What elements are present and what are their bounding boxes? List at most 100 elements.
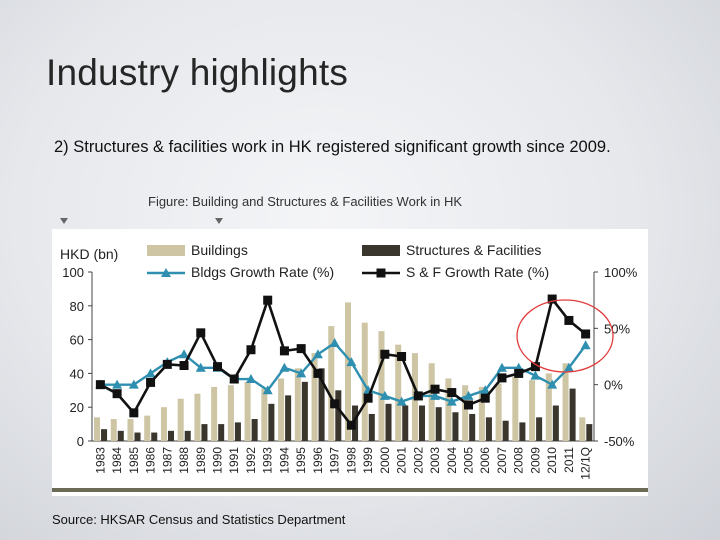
x-tick-label: 2001 bbox=[395, 447, 409, 474]
bar-buildings bbox=[177, 398, 184, 441]
right-tick-label: 100% bbox=[604, 265, 638, 280]
slide-subtitle: 2) Structures & facilities work in HK re… bbox=[54, 138, 611, 156]
pin-mark-left bbox=[60, 218, 68, 224]
bar-structures-facilities bbox=[452, 412, 459, 441]
bar-structures-facilities bbox=[268, 403, 275, 441]
x-tick-label: 1984 bbox=[110, 447, 124, 474]
legend-label: S & F Growth Rate (%) bbox=[406, 264, 549, 280]
x-tick-label: 2009 bbox=[528, 447, 542, 474]
x-tick-label: 1985 bbox=[127, 447, 141, 474]
point-bldgs-growth bbox=[312, 349, 323, 359]
point-bldgs-growth bbox=[396, 396, 407, 406]
point-bldgs-growth bbox=[547, 379, 558, 389]
left-tick-label: 80 bbox=[70, 299, 84, 314]
point-sf-growth bbox=[380, 349, 390, 359]
left-tick-label: 60 bbox=[70, 333, 84, 348]
bar-buildings bbox=[160, 407, 167, 441]
point-bldgs-growth bbox=[145, 368, 156, 378]
point-sf-growth bbox=[530, 362, 540, 372]
left-tick-label: 100 bbox=[62, 265, 84, 280]
point-bldgs-growth bbox=[179, 349, 190, 359]
bar-structures-facilities bbox=[502, 420, 509, 441]
bar-buildings bbox=[495, 383, 502, 441]
point-sf-growth bbox=[330, 399, 340, 409]
point-sf-growth bbox=[547, 294, 557, 304]
bar-structures-facilities bbox=[234, 422, 241, 441]
bar-buildings bbox=[579, 417, 586, 441]
point-bldgs-growth bbox=[128, 379, 139, 389]
point-bldgs-growth bbox=[112, 379, 123, 389]
bar-structures-facilities bbox=[586, 424, 593, 441]
bar-structures-facilities bbox=[251, 419, 258, 441]
left-axis-label: HKD (bn) bbox=[60, 246, 118, 262]
x-tick-label: 1996 bbox=[311, 447, 325, 474]
bar-structures-facilities bbox=[552, 405, 559, 441]
bar-buildings bbox=[529, 380, 536, 441]
point-bldgs-growth bbox=[329, 337, 340, 347]
x-tick-label: 2007 bbox=[495, 447, 509, 474]
x-tick-label: 1989 bbox=[194, 447, 208, 474]
bar-structures-facilities bbox=[435, 407, 442, 441]
point-sf-growth bbox=[146, 377, 156, 387]
x-tick-label: 2003 bbox=[428, 447, 442, 474]
point-bldgs-growth bbox=[563, 362, 574, 372]
point-sf-growth bbox=[480, 393, 490, 403]
bar-structures-facilities bbox=[117, 430, 124, 441]
bar-structures-facilities bbox=[335, 390, 342, 441]
x-tick-label: 1997 bbox=[328, 447, 342, 474]
point-sf-growth bbox=[279, 346, 289, 356]
x-tick-label: 2008 bbox=[512, 447, 526, 474]
right-tick-label: -50% bbox=[604, 434, 635, 449]
right-tick-label: 0% bbox=[604, 378, 623, 393]
point-bldgs-growth bbox=[430, 390, 441, 400]
bar-buildings bbox=[227, 385, 234, 441]
x-tick-label: 1986 bbox=[144, 447, 158, 474]
bar-buildings bbox=[211, 386, 218, 441]
point-sf-growth bbox=[95, 380, 105, 390]
left-tick-label: 20 bbox=[70, 400, 84, 415]
x-tick-label: 1999 bbox=[361, 447, 375, 474]
bar-buildings bbox=[562, 363, 569, 441]
bar-buildings bbox=[378, 331, 385, 441]
left-tick-label: 40 bbox=[70, 366, 84, 381]
point-sf-growth bbox=[413, 391, 423, 401]
bar-buildings bbox=[462, 385, 469, 441]
bar-structures-facilities bbox=[418, 405, 425, 441]
point-sf-growth bbox=[112, 389, 122, 399]
bar-buildings bbox=[545, 373, 552, 441]
legend-label: Bldgs Growth Rate (%) bbox=[191, 264, 334, 280]
bar-buildings bbox=[244, 381, 251, 441]
point-sf-growth bbox=[497, 373, 507, 383]
point-sf-growth bbox=[179, 361, 189, 371]
pin-mark-right bbox=[215, 218, 223, 224]
x-tick-label: 12/1Q bbox=[579, 447, 593, 480]
bar-buildings bbox=[127, 419, 134, 441]
bar-structures-facilities bbox=[134, 432, 141, 441]
bar-buildings bbox=[478, 386, 485, 441]
point-sf-growth bbox=[397, 352, 407, 361]
point-bldgs-growth bbox=[463, 390, 474, 400]
bar-buildings bbox=[194, 393, 201, 441]
bar-buildings bbox=[294, 368, 301, 441]
bar-structures-facilities bbox=[101, 429, 108, 441]
slide-title: Industry highlights bbox=[46, 52, 349, 93]
point-bldgs-growth bbox=[296, 368, 307, 378]
x-tick-label: 1983 bbox=[93, 447, 107, 474]
point-sf-growth bbox=[263, 295, 273, 305]
point-bldgs-growth bbox=[496, 362, 507, 372]
point-bldgs-growth bbox=[446, 396, 457, 406]
x-tick-label: 2000 bbox=[378, 447, 392, 474]
x-tick-label: 1995 bbox=[294, 447, 308, 474]
bar-structures-facilities bbox=[301, 381, 308, 441]
legend-swatch bbox=[147, 245, 185, 256]
bar-structures-facilities bbox=[569, 388, 576, 441]
right-tick-label: 50% bbox=[604, 321, 630, 336]
bar-structures-facilities bbox=[485, 417, 492, 441]
bar-buildings bbox=[361, 322, 368, 441]
point-sf-growth bbox=[581, 329, 591, 339]
source-note: Source: HKSAR Census and Statistics Depa… bbox=[52, 512, 346, 527]
bar-buildings bbox=[94, 417, 101, 441]
bar-structures-facilities bbox=[368, 413, 375, 441]
bar-structures-facilities bbox=[385, 403, 392, 441]
